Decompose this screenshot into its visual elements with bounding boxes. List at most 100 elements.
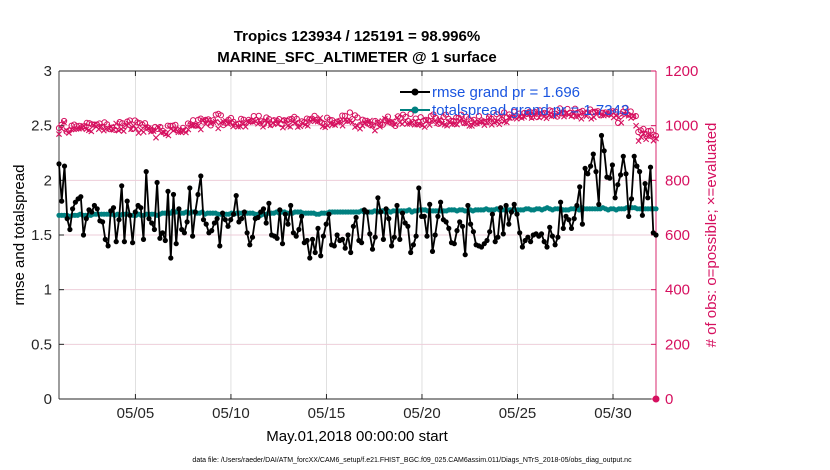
- obs-evaluated-point: [197, 126, 204, 133]
- rmse-point: [173, 241, 179, 247]
- obs-evaluated-point: [478, 118, 485, 125]
- obs-evaluated-point: [618, 119, 625, 126]
- obs-evaluated-point: [536, 114, 543, 121]
- obs-evaluated-point: [533, 109, 540, 116]
- rmse-point: [375, 195, 381, 201]
- rmse-point: [124, 198, 130, 204]
- rmse-point: [462, 252, 468, 258]
- rmse-point: [544, 244, 550, 250]
- rmse-point: [552, 242, 558, 248]
- obs-evaluated-point: [426, 122, 433, 129]
- obs-evaluated-point: [80, 122, 87, 129]
- rmse-point: [230, 211, 237, 217]
- obs-possible-point: [453, 114, 460, 121]
- obs-evaluated-point: [212, 118, 219, 125]
- obs-evaluated-point: [648, 133, 654, 140]
- rmse-point: [176, 206, 182, 212]
- obs-possible-point: [61, 117, 68, 125]
- obs-evaluated-point: [190, 122, 197, 129]
- obs-evaluated-point: [150, 128, 157, 135]
- obs-evaluated-point: [66, 130, 72, 136]
- obs-evaluated-point: [585, 109, 592, 116]
- obs-evaluated-point: [635, 138, 642, 144]
- rmse-point: [217, 243, 223, 249]
- rmse-point: [571, 216, 577, 222]
- obs-evaluated-point: [583, 113, 590, 120]
- rmse-point: [547, 224, 553, 230]
- rmse-point: [582, 165, 588, 171]
- rmse-point: [626, 213, 632, 219]
- rmse-point: [233, 193, 239, 199]
- obs-evaluated-point: [120, 128, 127, 135]
- obs-evaluated-point: [195, 122, 202, 129]
- rmse-point: [61, 163, 68, 169]
- x-axis-label: May.01,2018 00:00:00 start: [266, 428, 448, 445]
- rmse-point: [397, 236, 403, 242]
- rmse-point: [323, 221, 329, 227]
- plot-area: [55, 104, 660, 403]
- rmse-point: [78, 194, 84, 200]
- rmse-point: [429, 248, 436, 254]
- totalspread-point: [653, 206, 659, 212]
- rmse-point: [168, 255, 174, 261]
- obs-evaluated-point: [140, 129, 147, 135]
- rmse-point: [487, 229, 493, 235]
- rmse-point: [312, 249, 318, 256]
- obs-evaluated-point: [630, 113, 637, 120]
- obs-evaluated-point: [165, 132, 172, 139]
- obs-evaluated-point: [526, 111, 533, 118]
- rmse-point: [454, 228, 460, 234]
- rmse-point: [116, 217, 122, 223]
- obs-evaluated-point: [528, 115, 535, 121]
- obs-possible-point: [172, 121, 179, 128]
- legend-rmse-label: rmse grand pr = 1.696: [432, 84, 580, 101]
- obs-evaluated-point: [558, 109, 565, 116]
- obs-evaluated-point: [133, 125, 140, 132]
- rmse-point: [165, 188, 171, 194]
- rmse-point: [203, 221, 209, 227]
- obs-evaluated-point: [232, 120, 239, 127]
- obs-evaluated-point: [98, 123, 105, 130]
- rmse-point: [80, 232, 87, 238]
- rmse-point: [348, 249, 354, 256]
- rmse-point: [359, 240, 365, 246]
- rmse-point: [59, 198, 65, 204]
- obs-evaluated-point: [292, 119, 299, 126]
- rmse-point: [623, 171, 629, 177]
- obs-evaluated-point: [511, 111, 518, 118]
- obs-evaluated-point: [61, 119, 67, 126]
- rmse-point: [416, 185, 422, 191]
- obs-evaluated-point: [436, 116, 443, 123]
- obs-evaluated-point: [339, 122, 346, 129]
- rmse-point: [181, 230, 187, 236]
- rmse-point: [345, 232, 351, 238]
- rmse-point: [459, 223, 466, 229]
- rmse-point: [410, 242, 416, 248]
- rmse-point: [105, 243, 111, 249]
- rmse-point: [138, 205, 144, 211]
- obs-possible-point: [501, 109, 508, 116]
- obs-evaluated-point: [486, 114, 493, 121]
- rmse-point: [435, 213, 441, 219]
- rmse-point: [386, 216, 392, 222]
- rmse-point: [596, 201, 602, 207]
- obs-zero-endpoint: [652, 395, 660, 403]
- y-right-tick-label: 600: [665, 227, 690, 244]
- obs-evaluated-point: [103, 125, 110, 132]
- legend: rmse grand pr = 1.696 totalspread grand …: [400, 84, 629, 119]
- obs-evaluated-point: [287, 123, 294, 130]
- obs-evaluated-point: [466, 122, 473, 129]
- rmse-point: [492, 239, 498, 245]
- rmse-point: [121, 239, 127, 245]
- obs-evaluated-point: [459, 116, 465, 123]
- rmse-point: [528, 239, 534, 245]
- rmse-point: [100, 219, 106, 225]
- rmse-point: [637, 169, 643, 175]
- rmse-point: [645, 195, 651, 201]
- obs-possible-point: [169, 122, 176, 129]
- rmse-point: [369, 246, 376, 252]
- rmse-point: [249, 234, 256, 240]
- rmse-point: [405, 223, 411, 229]
- rmse-point: [157, 235, 163, 241]
- rmse-point: [590, 151, 596, 157]
